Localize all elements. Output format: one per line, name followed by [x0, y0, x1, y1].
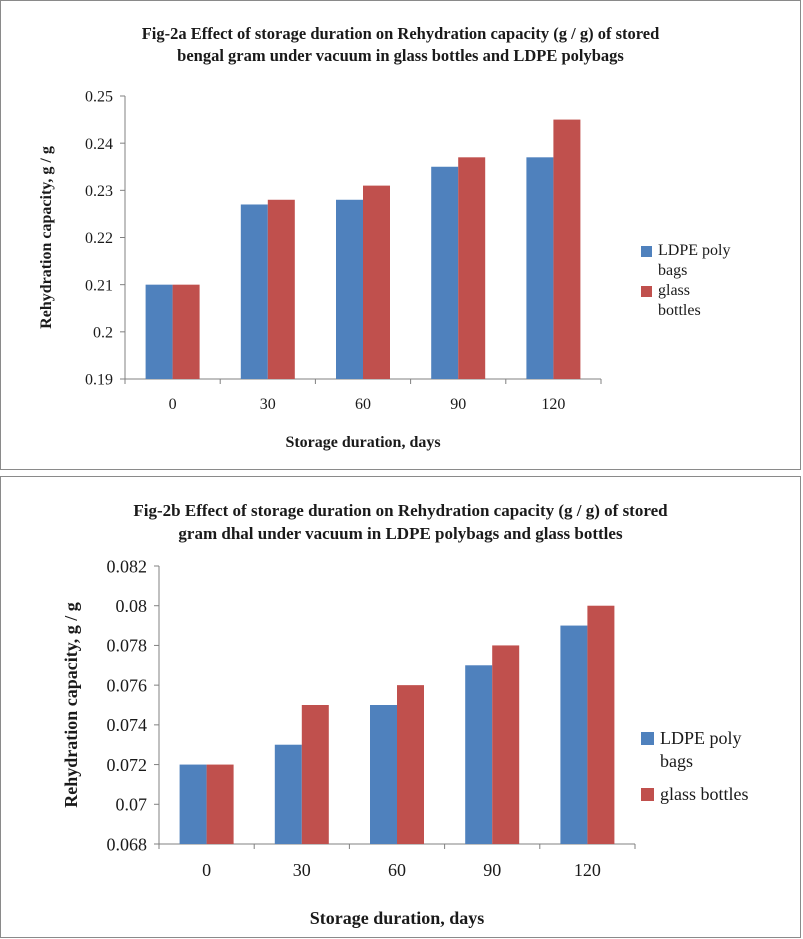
bar-ldpe-0	[179, 764, 207, 844]
y-axis-title: Rehydration capacity, g / g	[61, 602, 81, 808]
bar-glass-120	[587, 605, 615, 844]
bar-ldpe-90	[431, 166, 459, 379]
legend-item-ldpe: LDPE poly bags	[641, 241, 730, 281]
x-tick-label: 0	[202, 860, 211, 880]
legend-label-line: bottles	[658, 302, 701, 319]
bar-glass-30	[301, 705, 329, 844]
legend-swatch	[641, 788, 654, 801]
legend-label-line: LDPE poly	[658, 242, 731, 259]
legend-label: LDPE poly bags	[658, 241, 730, 281]
y-tick-label: 0.23	[85, 183, 113, 200]
bar-glass-120	[553, 119, 581, 379]
y-tick-label: 0.07	[116, 795, 148, 815]
y-axis-title: Rehydration capacity, g / g	[38, 146, 55, 329]
legend-item-ldpe: LDPE poly bags	[641, 727, 742, 773]
legend-item-glass: glass bottles	[641, 783, 749, 806]
bar-glass-90	[458, 157, 486, 379]
legend-label: LDPE poly bags	[660, 727, 742, 773]
chart-title: Fig-2a Effect of storage duration on Reh…	[1, 23, 800, 67]
chart-legend: LDPE poly bags glass bottles	[641, 727, 791, 817]
y-tick-label: 0.082	[107, 556, 148, 576]
legend-label-line: LDPE poly	[660, 728, 742, 748]
chart-title-line-2: gram dhal under vacuum in LDPE polybags …	[178, 524, 623, 543]
bar-ldpe-60	[336, 199, 363, 379]
x-tick-label: 90	[450, 396, 466, 413]
y-tick-label: 0.076	[107, 675, 148, 695]
bar-glass-60	[363, 185, 390, 379]
bar-ldpe-0	[145, 284, 173, 379]
legend-swatch	[641, 246, 652, 257]
chart-title-line-2: bengal gram under vacuum in glass bottle…	[177, 46, 624, 65]
x-tick-label: 60	[355, 396, 371, 413]
chart-panel-2a: Fig-2a Effect of storage duration on Reh…	[0, 0, 801, 470]
bar-ldpe-120	[526, 157, 554, 379]
y-tick-label: 0.24	[85, 136, 113, 153]
legend-item-glass: glass bottles	[641, 281, 701, 321]
bar-glass-90	[492, 645, 520, 844]
x-tick-label: 30	[293, 860, 311, 880]
x-tick-label: 90	[483, 860, 501, 880]
x-axis-title: Storage duration, days	[310, 908, 485, 928]
bar-glass-30	[267, 199, 295, 379]
bar-glass-60	[397, 685, 424, 844]
y-tick-label: 0.21	[85, 277, 113, 294]
y-tick-label: 0.08	[116, 596, 148, 616]
y-tick-label: 0.068	[107, 834, 148, 854]
chart-title: Fig-2b Effect of storage duration on Reh…	[1, 499, 800, 545]
bar-glass-0	[172, 284, 200, 379]
y-tick-label: 0.22	[85, 230, 113, 247]
legend-label: glass bottles	[658, 281, 701, 321]
legend-label-line: glass	[658, 282, 690, 299]
chart-title-line-1: Fig-2b Effect of storage duration on Reh…	[133, 501, 668, 520]
chart-panel-2b: Fig-2b Effect of storage duration on Reh…	[0, 476, 801, 938]
x-tick-label: 0	[169, 396, 177, 413]
bar-ldpe-30	[240, 204, 268, 379]
bar-ldpe-60	[370, 705, 397, 844]
chart-title-line-1: Fig-2a Effect of storage duration on Reh…	[141, 24, 660, 43]
x-tick-label: 120	[574, 860, 601, 880]
bar-glass-0	[206, 764, 234, 844]
x-tick-label: 60	[388, 860, 406, 880]
bar-ldpe-90	[465, 665, 493, 844]
y-tick-label: 0.078	[107, 636, 148, 656]
chart-legend: LDPE poly bags glass bottles	[641, 241, 791, 331]
y-tick-label: 0.19	[85, 372, 113, 389]
legend-swatch	[641, 286, 652, 297]
x-tick-label: 120	[541, 396, 565, 413]
x-tick-label: 30	[260, 396, 276, 413]
bar-ldpe-30	[274, 744, 302, 844]
legend-label: glass bottles	[660, 783, 749, 806]
y-tick-label: 0.25	[85, 89, 113, 106]
legend-label-line: glass bottles	[660, 784, 749, 804]
x-axis-title: Storage duration, days	[285, 434, 440, 451]
legend-label-line: bags	[658, 262, 688, 279]
y-tick-label: 0.2	[93, 324, 113, 341]
bar-ldpe-120	[560, 625, 588, 844]
y-tick-label: 0.074	[107, 715, 148, 735]
y-tick-label: 0.072	[107, 755, 148, 775]
legend-swatch	[641, 732, 654, 745]
bar-chart-2a: 0.25 0.24 0.23 0.22 0.21 0.2 0.19 0 30 60 90 120 Sto…	[38, 89, 602, 451]
bar-chart-2b: 0.082 0.08 0.078 0.076 0.074 0.072 0.07 0.068 0 3…	[61, 556, 636, 928]
legend-label-line: bags	[660, 751, 693, 771]
